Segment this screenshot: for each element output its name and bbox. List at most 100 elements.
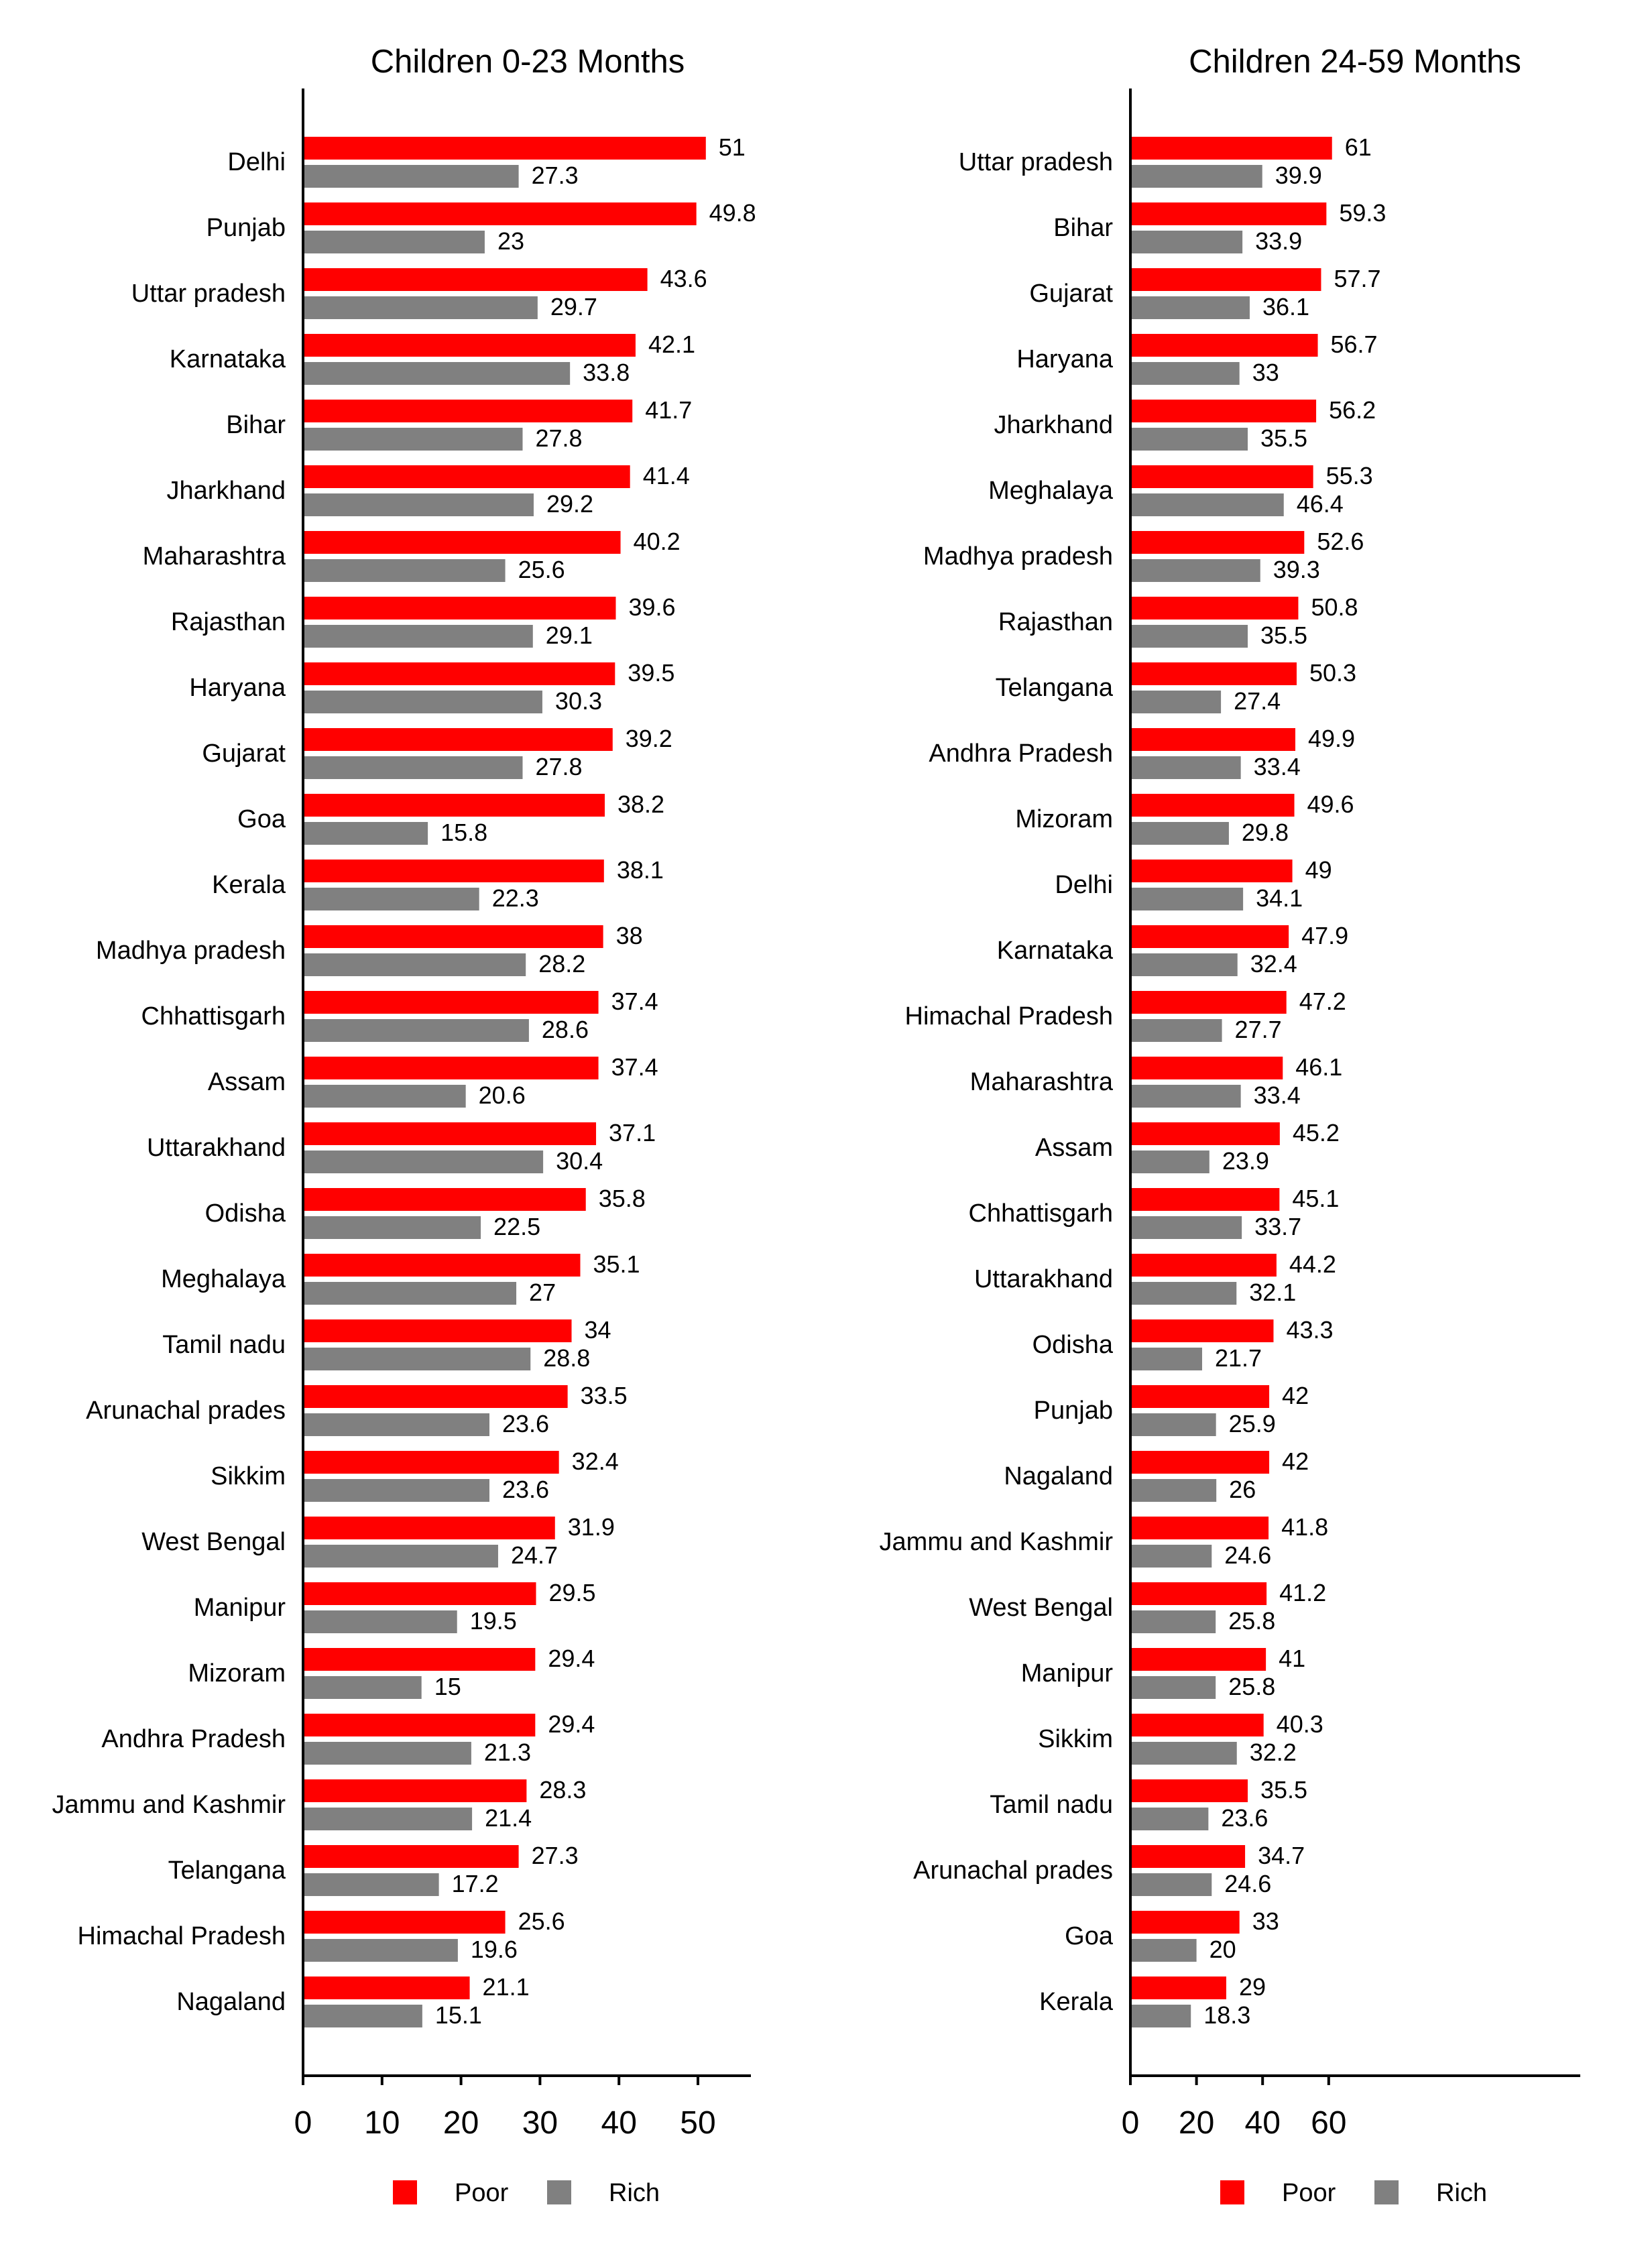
bar-poor	[303, 1517, 555, 1539]
data-label-rich: 32.1	[1249, 1279, 1296, 1306]
data-label-rich: 24.6	[1224, 1541, 1271, 1569]
bar-poor	[303, 400, 633, 422]
data-label-poor: 34	[585, 1316, 611, 1344]
data-label-poor: 29.4	[548, 1645, 595, 1672]
bar-rich	[1130, 1610, 1216, 1633]
bar-rich	[1130, 1873, 1212, 1896]
data-label-poor: 49.9	[1308, 725, 1355, 752]
data-label-rich: 19.6	[471, 1936, 518, 1963]
bar-group-uttarakhand: Uttarakhand 37.130.4	[147, 1119, 656, 1175]
category-label: Tamil nadu	[990, 1791, 1113, 1819]
data-label-rich: 20	[1210, 1936, 1236, 1963]
x-tick-label: 20	[1179, 2105, 1214, 2141]
bar-poor	[1130, 137, 1332, 160]
bar-poor	[303, 334, 636, 357]
category-label: Nagaland	[176, 1988, 286, 2016]
data-label-poor: 44.2	[1289, 1250, 1336, 1278]
bar-poor	[1130, 1648, 1266, 1671]
bar-poor	[303, 1057, 599, 1079]
data-label-rich: 33.4	[1254, 1081, 1301, 1109]
bar-poor	[1130, 531, 1305, 554]
bar-group-telangana: Telangana 50.3 27.4	[996, 659, 1356, 715]
data-label-rich: 24.6	[1224, 1870, 1271, 1897]
category-label: Rajasthan	[171, 608, 286, 636]
bar-rich	[1130, 1545, 1212, 1568]
bar-group-assam: Assam 37.4 20.6	[208, 1053, 658, 1109]
data-label-poor: 41.8	[1281, 1513, 1328, 1541]
category-label: Meghalaya	[161, 1265, 286, 1293]
bar-group-uttar-pradesh: Uttar pradesh 43.6 29.7	[131, 265, 707, 320]
data-label-rich: 23.6	[502, 1476, 549, 1503]
data-label-poor: 49.6	[1307, 790, 1354, 818]
bar-group-arunachal-prades: Arunachal prades 33.5 23.6	[86, 1382, 628, 1437]
category-label: Chhattisgarh	[969, 1199, 1113, 1228]
legend-label-poor: Poor	[455, 2179, 509, 2207]
bar-poor	[303, 1779, 527, 1802]
data-label-poor: 42	[1282, 1382, 1309, 1409]
data-label-poor: 56.2	[1329, 396, 1376, 424]
bar-rich	[1130, 231, 1243, 253]
bar-group-goa: Goa 33 20	[1065, 1907, 1279, 1963]
bar-poor	[303, 1911, 506, 1934]
bar-poor	[1130, 1582, 1267, 1605]
bar-group-gujarat: Gujarat 57.7 36.1	[1029, 265, 1380, 320]
category-label: Jharkhand	[994, 411, 1113, 439]
data-label-rich: 29.8	[1242, 819, 1289, 846]
data-label-poor: 35.8	[599, 1185, 646, 1212]
category-label: Odisha	[205, 1199, 286, 1228]
bar-group-arunachal-prades: Arunachal prades 34.724.6	[913, 1842, 1305, 1897]
bar-poor	[1130, 1057, 1283, 1079]
data-label-poor: 56.7	[1331, 331, 1378, 358]
bar-group-maharashtra: Maharashtra 46.133.4	[970, 1053, 1343, 1109]
bar-group-madhya-pradesh: Madhya pradesh 38 28.2	[96, 922, 643, 978]
bar-group-karnataka: Karnataka 42.1 33.8	[170, 331, 695, 386]
bar-rich	[303, 691, 542, 713]
bar-poor	[303, 794, 605, 817]
data-label-poor: 25.6	[518, 1907, 565, 1935]
bar-rich	[303, 1348, 531, 1370]
data-label-poor: 35.5	[1260, 1776, 1307, 1804]
x-tick-label: 40	[1245, 2105, 1281, 2141]
bar-poor	[303, 597, 616, 620]
category-label: West Bengal	[141, 1528, 286, 1556]
data-label-rich: 33.9	[1255, 227, 1302, 255]
category-label: West Bengal	[969, 1594, 1113, 1622]
bar-rich	[303, 165, 519, 188]
data-label-rich: 21.4	[485, 1804, 532, 1832]
bar-poor	[1130, 728, 1296, 751]
bar-group-west-bengal: West Bengal 31.9 24.7	[141, 1513, 615, 1569]
data-label-poor: 43.6	[660, 265, 707, 292]
bar-group-jammu-and-kashmir: Jammu and Kashmir 41.8 24.6	[880, 1513, 1329, 1569]
bar-poor	[303, 925, 603, 948]
bar-rich	[1130, 559, 1260, 582]
category-label: Himachal Pradesh	[905, 1002, 1113, 1030]
bar-group-haryana: Haryana 39.5 30.3	[189, 659, 674, 715]
bar-poor	[303, 1714, 536, 1736]
legend-swatch-poor	[1220, 2180, 1244, 2204]
data-label-rich: 27.8	[535, 424, 582, 452]
category-label: Mizoram	[1015, 805, 1113, 833]
bar-rich	[1130, 1348, 1202, 1370]
category-label: Haryana	[1016, 345, 1113, 373]
chart-title: Children 0-23 Months	[371, 44, 685, 80]
bar-group-tamil-nadu: Tamil nadu 35.523.6	[990, 1776, 1307, 1832]
data-label-rich: 39.9	[1275, 162, 1322, 189]
data-label-rich: 35.5	[1260, 622, 1307, 649]
data-label-poor: 34.7	[1258, 1842, 1305, 1869]
bar-rich	[1130, 2005, 1191, 2027]
category-label: Haryana	[189, 674, 286, 702]
bar-poor	[1130, 1976, 1226, 1999]
bar-group-jammu-and-kashmir: Jammu and Kashmir 28.321.4	[52, 1776, 587, 1832]
data-label-rich: 15.1	[435, 2001, 482, 2029]
category-label: Gujarat	[1029, 280, 1113, 308]
bar-rich	[1130, 1939, 1197, 1962]
bar-rich	[1130, 822, 1229, 845]
data-label-rich: 46.4	[1297, 490, 1344, 518]
category-label: Uttar pradesh	[959, 148, 1113, 176]
bar-poor	[1130, 794, 1295, 817]
data-label-poor: 28.3	[539, 1776, 586, 1804]
category-label: Delhi	[227, 148, 286, 176]
legend-swatch-rich	[1374, 2180, 1399, 2204]
bar-poor	[1130, 1319, 1274, 1342]
data-label-poor: 35.1	[593, 1250, 640, 1278]
